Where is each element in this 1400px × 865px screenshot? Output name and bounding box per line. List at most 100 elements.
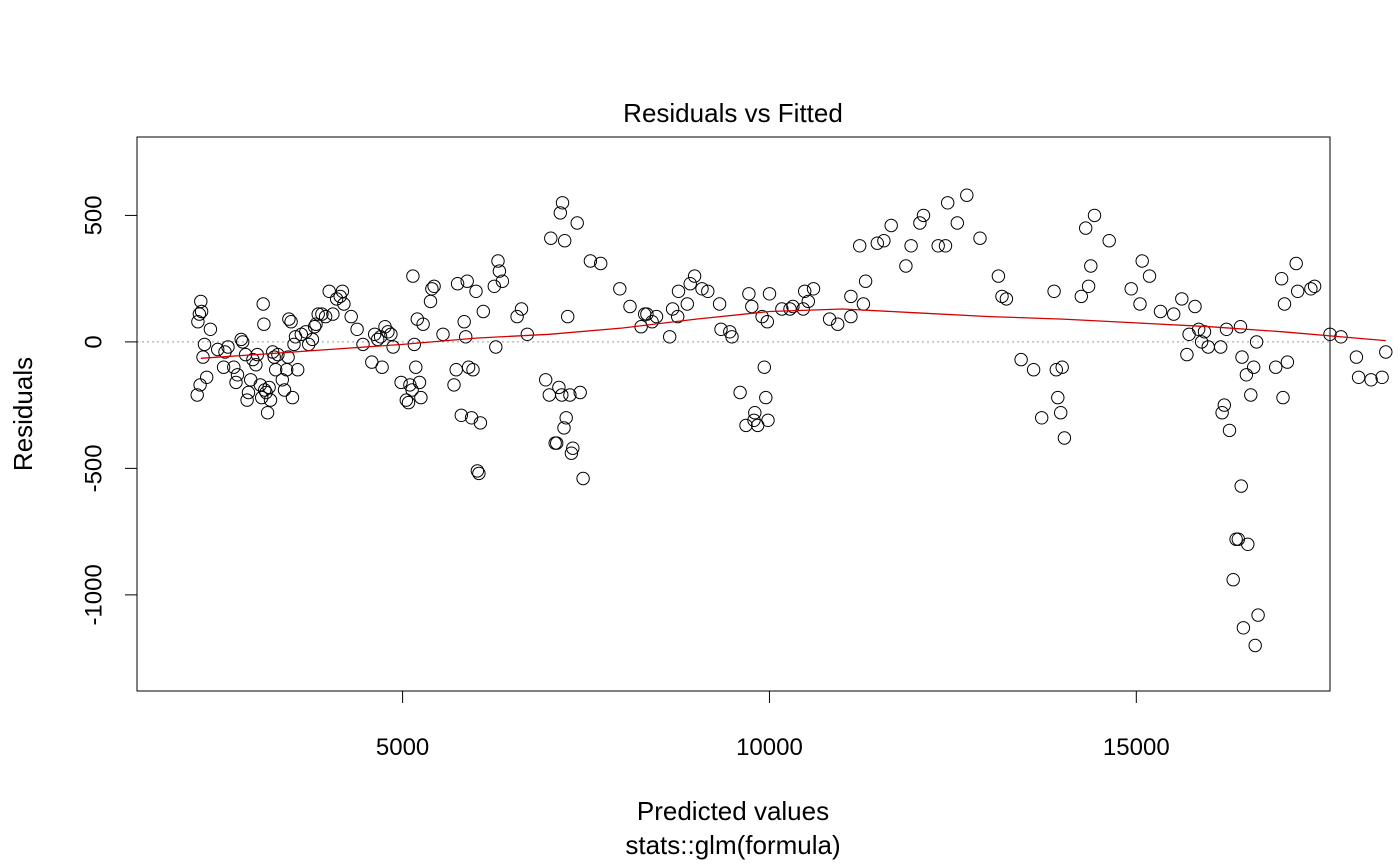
residual-point xyxy=(1214,340,1228,354)
residual-point xyxy=(236,335,250,349)
residual-point xyxy=(423,294,438,309)
residual-point xyxy=(190,388,204,402)
residual-point xyxy=(725,330,739,344)
residual-point xyxy=(401,395,416,410)
residual-point xyxy=(427,279,441,293)
residual-point xyxy=(761,413,775,427)
residual-point xyxy=(1135,254,1149,268)
residual-point xyxy=(322,284,336,298)
residual-point xyxy=(712,297,727,311)
residual-point xyxy=(1349,350,1364,364)
residual-point xyxy=(913,216,927,230)
residual-point xyxy=(394,375,408,390)
residual-point xyxy=(230,368,245,382)
residual-point xyxy=(786,299,800,314)
residual-point xyxy=(449,363,463,377)
residual-point xyxy=(806,282,821,296)
residual-point xyxy=(544,231,558,245)
residual-point xyxy=(645,315,659,329)
residual-point xyxy=(406,269,420,283)
residual-point xyxy=(801,294,815,309)
residual-point xyxy=(461,360,476,374)
residual-point xyxy=(315,307,329,321)
residual-point xyxy=(1055,360,1069,374)
residual-point xyxy=(1379,345,1393,359)
residual-point xyxy=(241,385,256,400)
residual-point xyxy=(999,292,1014,306)
residual-point xyxy=(916,208,931,223)
residual-point xyxy=(844,309,858,324)
residual-point xyxy=(683,277,697,291)
residual-point xyxy=(386,340,400,354)
residual-point xyxy=(282,312,296,326)
residual-point xyxy=(1247,360,1261,374)
residual-point xyxy=(739,418,753,433)
y-tick-label: -1000 xyxy=(80,564,107,625)
residual-point xyxy=(466,363,480,377)
residual-point xyxy=(561,309,575,324)
residual-point xyxy=(255,390,269,405)
residual-point xyxy=(1323,327,1337,341)
residual-point xyxy=(514,302,529,316)
residual-point xyxy=(489,340,503,354)
residual-point xyxy=(196,350,210,364)
residual-point xyxy=(227,360,241,374)
residual-point xyxy=(384,327,398,341)
residual-point xyxy=(375,360,389,374)
residual-point xyxy=(1049,363,1064,377)
residual-point xyxy=(203,322,218,336)
residual-point xyxy=(695,282,709,296)
residual-point xyxy=(960,188,974,202)
residual-point xyxy=(663,330,677,344)
residual-point xyxy=(1241,537,1255,551)
residual-point xyxy=(1249,335,1264,349)
residual-point xyxy=(687,269,702,283)
residual-point xyxy=(269,363,283,377)
residual-point xyxy=(211,342,225,357)
residual-point xyxy=(469,284,483,298)
residual-point xyxy=(870,236,884,250)
residual-point xyxy=(1244,388,1258,402)
residual-point xyxy=(1351,370,1366,384)
x-tick-label: 5000 xyxy=(376,734,429,761)
residual-point xyxy=(495,274,510,288)
residual-point xyxy=(760,315,774,329)
residual-point xyxy=(487,279,501,293)
x-axis-label: Predicted values xyxy=(637,796,829,826)
residual-point xyxy=(256,297,270,311)
residual-point xyxy=(305,332,320,347)
residual-point xyxy=(459,330,473,344)
residual-point xyxy=(1226,573,1240,587)
residual-point xyxy=(520,327,534,341)
residual-point xyxy=(1153,304,1168,319)
residual-point xyxy=(1133,297,1147,311)
residual-point xyxy=(200,370,214,384)
residual-point xyxy=(194,304,209,319)
residual-point xyxy=(775,302,789,316)
residual-point xyxy=(796,302,810,316)
residual-point xyxy=(405,383,419,397)
residual-point xyxy=(555,196,570,210)
residual-point xyxy=(1233,320,1248,334)
residual-point xyxy=(623,299,637,314)
residual-point xyxy=(783,302,797,316)
residual-point xyxy=(553,206,567,220)
residual-point xyxy=(733,385,747,400)
x-tick-label: 10000 xyxy=(736,734,803,761)
residual-point xyxy=(564,446,579,460)
residual-point xyxy=(399,393,413,407)
residual-point xyxy=(281,350,295,364)
residual-point xyxy=(193,378,207,392)
residual-point xyxy=(409,360,423,374)
residual-point xyxy=(798,284,812,298)
y-axis: 500 0 -500 -1000 xyxy=(80,195,138,626)
plot-frame xyxy=(136,136,1331,692)
residual-point xyxy=(563,388,577,402)
residual-point xyxy=(649,309,664,324)
residual-point xyxy=(412,375,427,390)
residual-point xyxy=(714,322,728,336)
residual-point xyxy=(1289,256,1303,271)
residual-point xyxy=(701,284,715,298)
residual-point xyxy=(234,332,248,347)
residual-point xyxy=(1277,297,1292,311)
